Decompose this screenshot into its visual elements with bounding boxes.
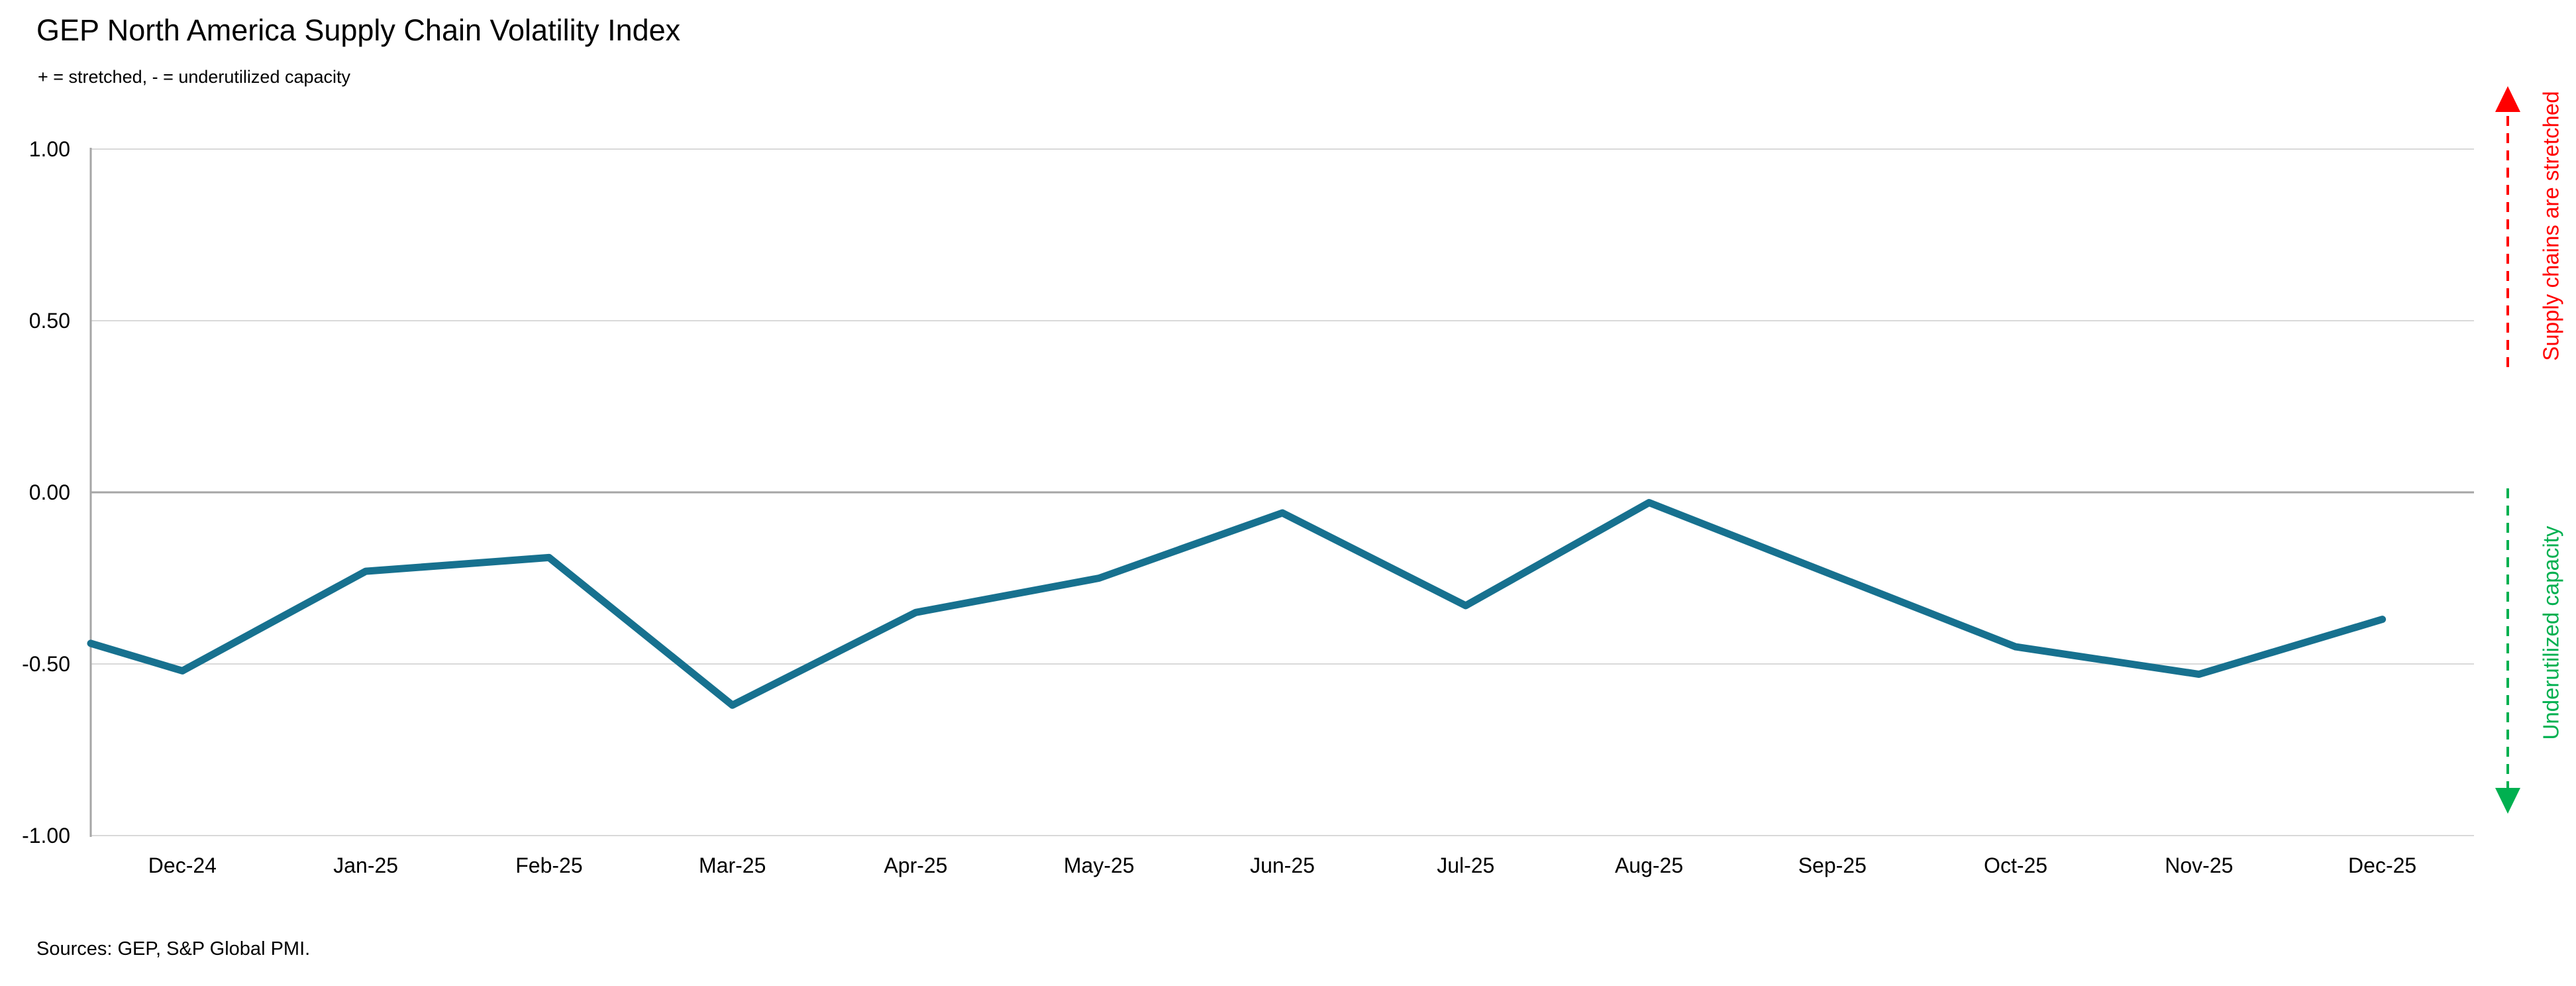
sources-note: Sources: GEP, S&P Global PMI. bbox=[36, 938, 311, 959]
y-tick-label: 0.50 bbox=[28, 309, 70, 333]
x-tick-label: Mar-25 bbox=[699, 853, 766, 877]
x-tick-label: Feb-25 bbox=[515, 853, 583, 877]
stretched-annotation-label: Supply chains are stretched bbox=[2538, 91, 2563, 361]
x-tick-label: Jul-25 bbox=[1437, 853, 1495, 877]
down-arrow-icon bbox=[2495, 788, 2520, 814]
x-tick-label: May-25 bbox=[1063, 853, 1135, 877]
x-tick-label: Sep-25 bbox=[1798, 853, 1867, 877]
up-arrow-icon bbox=[2495, 86, 2520, 112]
x-tick-label: Dec-25 bbox=[2348, 853, 2417, 877]
chart-subtitle: + = stretched, - = underutilized capacit… bbox=[38, 67, 351, 87]
y-tick-label: 1.00 bbox=[28, 137, 70, 161]
chart-title: GEP North America Supply Chain Volatilit… bbox=[36, 13, 681, 47]
x-tick-label: Apr-25 bbox=[884, 853, 948, 877]
y-tick-label: 0.00 bbox=[28, 480, 70, 504]
x-tick-label: Oct-25 bbox=[1984, 853, 2048, 877]
x-tick-label: Jan-25 bbox=[333, 853, 399, 877]
x-tick-label: Dec-24 bbox=[148, 853, 217, 877]
y-tick-label: -1.00 bbox=[22, 824, 70, 848]
underutilized-annotation-label: Underutilized capacity bbox=[2538, 525, 2563, 740]
x-tick-label: Aug-25 bbox=[1614, 853, 1684, 877]
x-tick-label: Nov-25 bbox=[2165, 853, 2234, 877]
volatility-index-line bbox=[87, 499, 2387, 709]
y-tick-label: -0.50 bbox=[22, 652, 70, 676]
x-tick-label: Jun-25 bbox=[1250, 853, 1315, 877]
